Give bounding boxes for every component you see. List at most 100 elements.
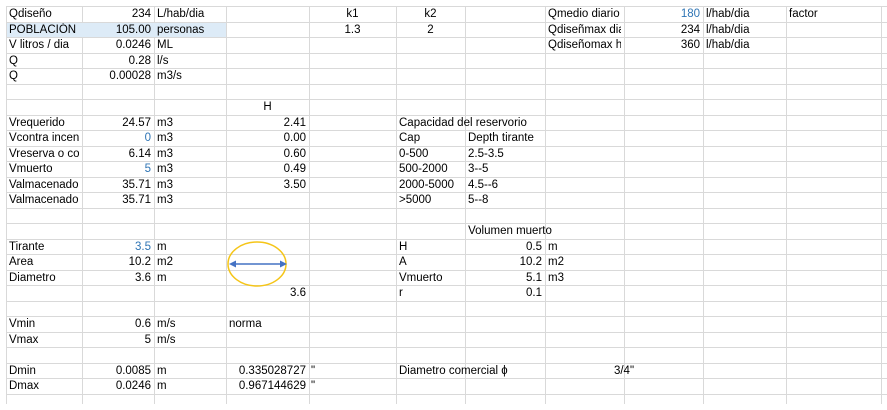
cell-F8[interactable]: Capacidad del reservorio <box>399 116 527 129</box>
cell-F17[interactable]: A <box>399 256 407 268</box>
cell-B17[interactable]: 10.2 <box>128 256 151 268</box>
cell-H1[interactable]: Qmedio diario <box>548 8 620 20</box>
cell-F24[interactable]: Diametro comercial ɸ <box>399 364 508 377</box>
cell-I3[interactable]: 360 <box>680 39 700 51</box>
cell-A1[interactable]: Qdiseño <box>9 8 52 20</box>
cell-J1[interactable]: l/hab/dia <box>706 8 750 20</box>
cell-D12[interactable]: 3.50 <box>283 178 306 191</box>
cell-A22[interactable]: Vmax <box>9 333 39 346</box>
cell-F13[interactable]: >5000 <box>399 194 432 206</box>
cell-F10[interactable]: 0-500 <box>399 147 429 160</box>
cell-C10[interactable]: m3 <box>157 147 173 160</box>
cell-A12[interactable]: Valmacenado <box>9 178 79 191</box>
cell-H17[interactable]: m2 <box>548 256 564 268</box>
cell-A11[interactable]: Vmuerto <box>9 163 53 175</box>
cell-D7[interactable]: H <box>263 101 272 113</box>
cell-B13[interactable]: 35.71 <box>122 194 151 206</box>
cell-F1[interactable]: k2 <box>424 8 437 20</box>
cell-C12[interactable]: m3 <box>157 178 173 191</box>
cell-J3[interactable]: l/hab/dia <box>706 39 750 51</box>
cell-G13[interactable]: 5--8 <box>468 194 489 206</box>
cell-B25[interactable]: 0.0246 <box>115 380 151 392</box>
cell-B8[interactable]: 24.57 <box>122 116 151 129</box>
cell-C22[interactable]: m/s <box>157 333 176 346</box>
cell-D8[interactable]: 2.41 <box>283 116 306 129</box>
cell-H24[interactable]: 3/4" <box>613 364 635 377</box>
cell-F18[interactable]: Vmuerto <box>399 271 443 284</box>
cell-B2[interactable]: 105.00 <box>115 23 151 36</box>
cell-K1[interactable]: factor <box>789 8 818 20</box>
cell-C17[interactable]: m2 <box>157 256 173 268</box>
cell-G17[interactable]: 10.2 <box>519 256 542 268</box>
cell-C5[interactable]: m3/s <box>157 70 182 82</box>
cell-A17[interactable]: Area <box>9 256 34 268</box>
cell-D11[interactable]: 0.49 <box>283 163 306 175</box>
cell-B10[interactable]: 6.14 <box>128 147 151 160</box>
cell-A16[interactable]: Tirante <box>9 240 45 253</box>
cell-B4[interactable]: 0.28 <box>128 54 151 67</box>
cell-G18[interactable]: 5.1 <box>526 271 542 284</box>
cell-G9[interactable]: Depth tirante <box>468 132 534 144</box>
cell-D9[interactable]: 0.00 <box>283 132 306 144</box>
cell-I1[interactable]: 180 <box>680 8 700 20</box>
cell-B21[interactable]: 0.6 <box>135 318 151 330</box>
cell-C24[interactable]: m <box>157 364 167 377</box>
cell-A8[interactable]: Vrequerido <box>9 116 65 129</box>
cell-A10[interactable]: Vreserva o contig <box>9 147 79 160</box>
cell-G16[interactable]: 0.5 <box>526 240 542 253</box>
cell-D19[interactable]: 3.6 <box>290 287 306 299</box>
cell-C11[interactable]: m3 <box>157 163 173 175</box>
cell-H18[interactable]: m3 <box>548 271 564 284</box>
cell-G19[interactable]: 0.1 <box>526 287 542 299</box>
cell-C21[interactable]: m/s <box>157 318 176 330</box>
cell-F16[interactable]: H <box>399 240 408 253</box>
cell-C16[interactable]: m <box>157 240 167 253</box>
cell-D10[interactable]: 0.60 <box>283 147 306 160</box>
cell-F12[interactable]: 2000-5000 <box>399 178 454 191</box>
cell-B12[interactable]: 35.71 <box>122 178 151 191</box>
cell-B18[interactable]: 3.6 <box>135 271 151 284</box>
cell-B16[interactable]: 3.5 <box>135 240 151 253</box>
cell-F11[interactable]: 500-2000 <box>399 163 448 175</box>
cell-G12[interactable]: 4.5--6 <box>468 178 499 191</box>
cell-F9[interactable]: Cap <box>399 132 421 144</box>
cell-A13[interactable]: Valmacenado <box>9 194 79 206</box>
cell-B1[interactable]: 234 <box>131 8 151 20</box>
cell-B9[interactable]: 0 <box>144 132 151 144</box>
cell-G10[interactable]: 2.5-3.5 <box>468 147 504 160</box>
cell-J2[interactable]: l/hab/dia <box>706 23 750 36</box>
cell-H2[interactable]: Qdiseñmax diar <box>548 23 621 36</box>
cell-B24[interactable]: 0.0085 <box>115 364 151 377</box>
cell-D25[interactable]: 0.967144629 <box>238 380 306 392</box>
cell-A18[interactable]: Diametro <box>9 271 56 284</box>
cell-C3[interactable]: ML <box>157 39 173 51</box>
cell-F19[interactable]: r <box>399 287 403 299</box>
cell-G11[interactable]: 3--5 <box>468 163 489 175</box>
cell-B3[interactable]: 0.0246 <box>115 39 151 51</box>
cell-H3[interactable]: Qdiseñomax hora <box>548 39 621 51</box>
cell-F15[interactable]: Volumen muerto <box>468 225 552 237</box>
cell-C8[interactable]: m3 <box>157 116 173 129</box>
cell-D24[interactable]: 0.335028727 <box>238 364 306 377</box>
cell-C4[interactable]: l/s <box>157 54 169 67</box>
cell-C13[interactable]: m3 <box>157 194 173 206</box>
cell-C9[interactable]: m3 <box>157 132 173 144</box>
cell-E24[interactable]: " <box>311 364 316 377</box>
cell-E25[interactable]: " <box>311 380 316 392</box>
cell-F2[interactable]: 2 <box>427 23 434 36</box>
cell-E2[interactable]: 1.3 <box>344 23 361 36</box>
cell-A25[interactable]: Dmax <box>9 380 40 392</box>
cell-D21[interactable]: norma <box>229 318 262 330</box>
cell-C1[interactable]: L/hab/dia <box>157 8 205 20</box>
cell-A9[interactable]: Vcontra incencio <box>9 132 79 144</box>
cell-C2[interactable]: personas <box>157 23 205 36</box>
cell-A24[interactable]: Dmin <box>9 364 36 377</box>
cell-C18[interactable]: m <box>157 271 167 284</box>
cell-A5[interactable]: Q <box>9 70 18 82</box>
cell-B5[interactable]: 0.00028 <box>109 70 151 82</box>
cell-B11[interactable]: 5 <box>144 163 151 175</box>
cell-I2[interactable]: 234 <box>680 23 700 36</box>
cell-A4[interactable]: Q <box>9 54 18 67</box>
